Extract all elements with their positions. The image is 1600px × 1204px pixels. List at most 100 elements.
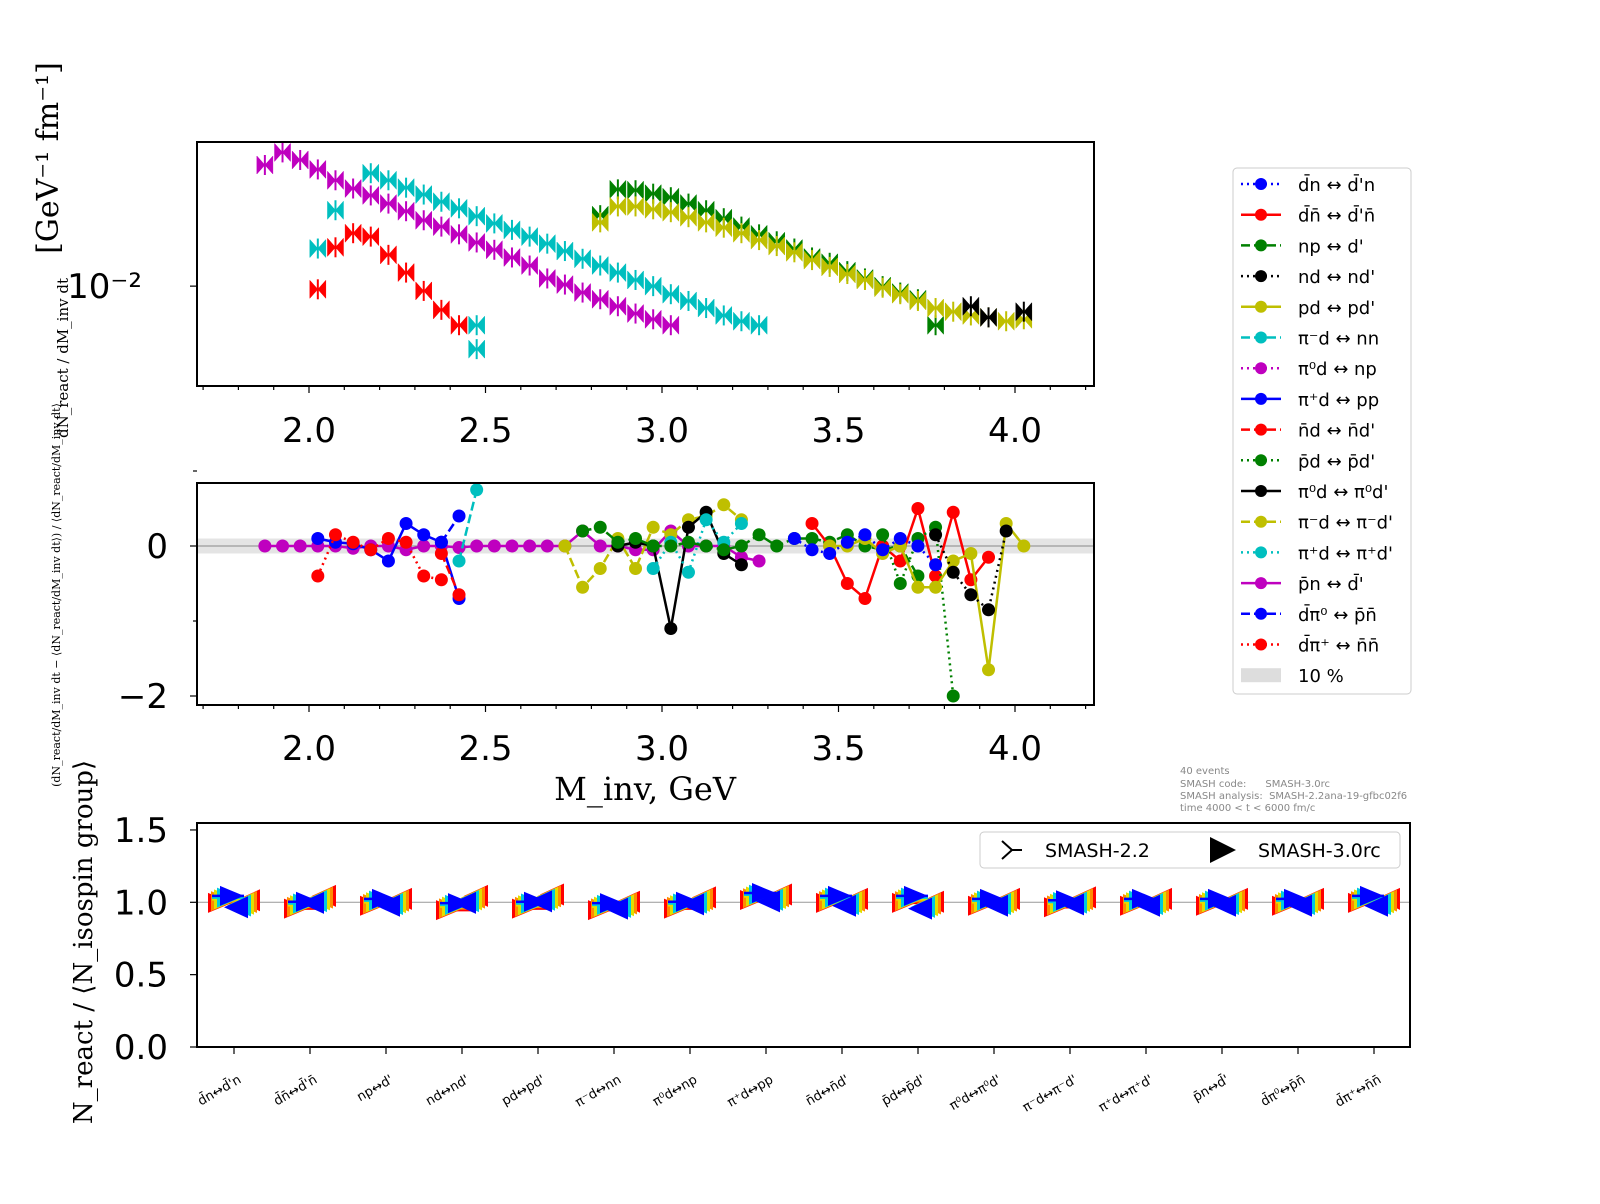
top-x-tick-label: 3.5: [811, 411, 865, 451]
legend-marker: [1255, 546, 1267, 559]
data-point: [927, 298, 944, 318]
ratio-series-line: [440, 553, 461, 596]
ratio-point: [929, 580, 943, 594]
data-point: [874, 278, 891, 298]
ratio-point: [417, 528, 431, 542]
ratio-point: [681, 520, 695, 534]
legend-marker: [1255, 178, 1267, 190]
ratio-point: [805, 532, 819, 545]
data-point: [680, 291, 697, 311]
mid-x-tick-label: 2.5: [458, 729, 512, 769]
ratio-point: [452, 588, 466, 602]
data-point: [680, 207, 697, 227]
data-point: [944, 302, 962, 322]
data-point: [468, 339, 485, 359]
legend-entry-label: π⁻d ↔ nn: [1298, 329, 1379, 350]
ratio-point: [999, 524, 1013, 538]
data-point: [733, 223, 750, 243]
bottom-y-tick-label: 0.0: [114, 1028, 168, 1068]
legend-box: [1232, 167, 1412, 695]
ratio-point: [593, 562, 607, 575]
data-point: [450, 224, 468, 244]
data-point: [644, 276, 662, 296]
bottom-y-label: N_react / ⟨N_isospin group⟩: [69, 760, 99, 1124]
data-point: [362, 163, 380, 183]
data-point: [574, 249, 591, 269]
smash30-marker: [756, 890, 780, 913]
mid-x-tick-label: 4.0: [988, 729, 1042, 769]
smash30-marker: [984, 894, 1008, 917]
top-x-tick-label: 3.0: [635, 411, 689, 451]
data-point: [786, 242, 803, 262]
data-point: [697, 212, 715, 233]
legend-marker: [1255, 239, 1267, 252]
smash22-marker-icon: [1001, 840, 1022, 860]
ratio-point: [805, 543, 819, 557]
ratio-point: [840, 577, 854, 590]
smash30-marker: [300, 891, 324, 914]
legend-entry-label: π⁺d ↔ pp: [1298, 390, 1379, 411]
smash22-marker: [372, 888, 396, 909]
data-point: [274, 142, 291, 163]
data-point: [309, 279, 327, 299]
data-point: [433, 192, 450, 212]
smash30-marker-icon: [1210, 837, 1236, 863]
data-point: [309, 159, 327, 180]
ratio-point: [911, 502, 925, 515]
smash30-marker: [1060, 893, 1084, 916]
smash30-marker: [604, 897, 628, 920]
ratio-point: [699, 539, 713, 553]
data-point: [750, 315, 768, 335]
ratio-point: [964, 588, 978, 602]
ratio-point: [328, 528, 342, 542]
bottom-y-tick-label: 0.5: [114, 956, 168, 996]
ratio-point: [593, 520, 607, 534]
ratio-point: [611, 535, 625, 549]
data-point: [468, 315, 485, 335]
ratio-point: [576, 580, 590, 594]
info-events: 40 events: [1180, 766, 1230, 777]
legend-entry-label: π⁺d ↔ π⁺d': [1298, 543, 1393, 564]
ratio-point: [452, 509, 466, 523]
ratio-point: [417, 569, 431, 583]
data-point: [486, 240, 503, 260]
smash30-marker: [908, 897, 932, 920]
data-point: [521, 226, 538, 247]
ratio-point: [646, 562, 660, 575]
data-point: [591, 255, 609, 276]
data-point: [486, 213, 503, 234]
ratio-point: [381, 554, 395, 568]
data-point: [256, 155, 274, 175]
ratio-point: [752, 528, 766, 542]
data-point: [539, 234, 556, 254]
legend-entry-label: π⁰d ↔ π⁰d': [1298, 482, 1388, 503]
ratio-point: [434, 573, 448, 587]
ratio-point: [399, 517, 413, 530]
info-code: SMASH code: SMASH-3.0rc: [1180, 779, 1330, 790]
ratio-point: [734, 539, 748, 553]
smash22-marker: [220, 885, 244, 906]
ratio-point: [876, 543, 890, 557]
data-point: [662, 284, 680, 304]
legend-marker: [1255, 270, 1267, 283]
ratio-point: [840, 535, 854, 549]
ratio-point: [805, 517, 819, 530]
top-panel: 2.0 2.5 3.0 3.5 4.0 10⁻²[GeV⁻¹ fm⁻¹] dN_react …: [31, 62, 1095, 451]
data-point: [503, 220, 521, 240]
ratio-point: [752, 554, 766, 568]
smash30-marker: [1136, 894, 1160, 917]
data-point: [556, 241, 574, 261]
info-time: time 4000 < t < 6000 fm/c: [1180, 803, 1315, 814]
data-point: [909, 291, 927, 311]
data-point: [380, 245, 397, 265]
ratio-point: [717, 543, 731, 557]
top-y-label-main: dN_react / dM_inv dt: [54, 278, 72, 438]
bottom-y-label-text: N_react / ⟨N_isospin group⟩: [69, 760, 99, 1124]
ratio-point: [646, 520, 660, 534]
ratio-point: [681, 535, 695, 549]
ratio-point: [699, 513, 713, 527]
ratio-point: [911, 580, 925, 594]
data-point: [856, 270, 874, 290]
info-analysis: SMASH analysis: SMASH-2.2ana-19-gfbc02f6: [1180, 791, 1407, 802]
